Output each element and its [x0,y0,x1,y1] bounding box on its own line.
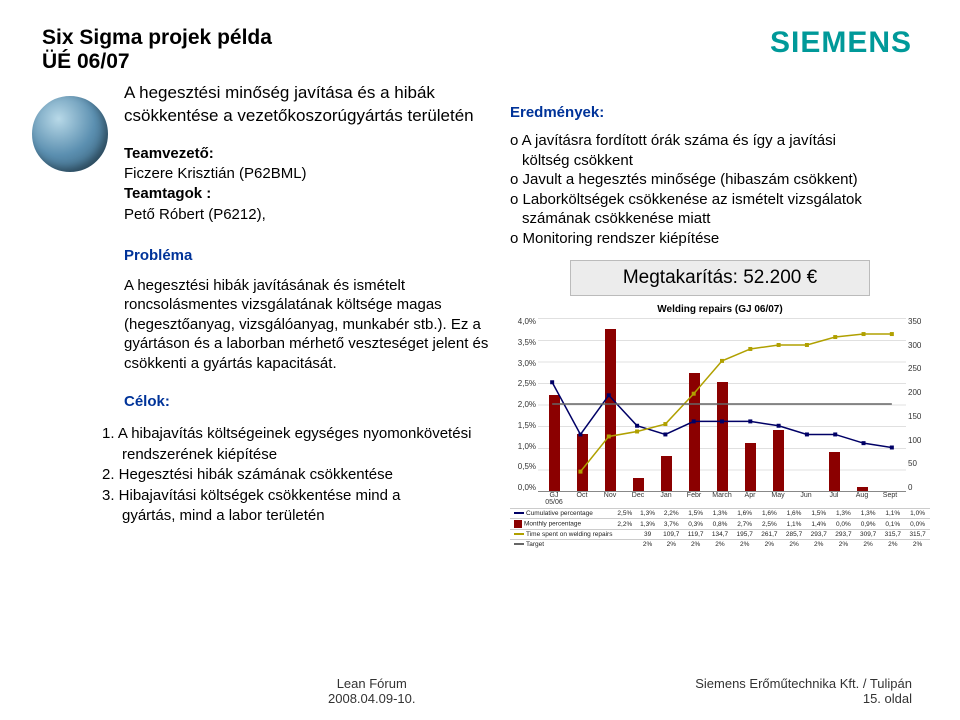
bar [577,434,588,491]
team-members-label: Teamtagok : [124,184,490,204]
bar-slot [736,317,764,491]
bar-slot [820,317,848,491]
bar-slot [596,317,624,491]
bar-slot [680,317,708,491]
bar [773,430,784,491]
result-1-l1: o A javításra fordított órák száma és íg… [510,131,940,151]
main-heading: A hegesztési minőség javítása és a hibák… [124,82,490,128]
welding-repairs-chart: Welding repairs (GJ 06/07) 4,0%3,5%3,0%2… [510,304,930,559]
result-2: o Javult a hegesztés minősége (hibaszám … [510,170,940,190]
team-leader: Ficzere Krisztián (P62BML) [124,164,490,184]
bar [857,487,868,491]
results-list: o A javításra fordított órák száma és íg… [510,131,940,248]
bar [661,456,672,491]
footer-event: Lean Fórum [328,676,415,691]
results-label: Eredmények: [510,104,940,121]
result-1-l2: költség csökkent [510,151,940,171]
bar [829,452,840,491]
goals-label: Célok: [124,393,490,410]
bar-slot [652,317,680,491]
team-members: Pető Róbert (P6212), [124,205,490,225]
bar-slot [876,317,904,491]
bar [717,382,728,491]
footer-right: Siemens Erőműtechnika Kft. / Tulipán 15.… [695,676,912,706]
page-title: Six Sigma projek példa [42,26,272,50]
goal-1-line1: 1. A hibajavítás költségeinek egységes n… [102,424,490,444]
goal-3-line1: 3. Hibajavítási költségek csökkentése mi… [102,486,490,506]
footer-company: Siemens Erőműtechnika Kft. / Tulipán [695,676,912,691]
problem-text: A hegesztési hibák javításának és isméte… [124,276,490,374]
chart-title: Welding repairs (GJ 06/07) [510,304,930,315]
result-4: o Monitoring rendszer kiépítése [510,229,940,249]
footer-date: 2008.04.09-10. [328,691,415,706]
result-3-l1: o Laborköltségek csökkenése az ismételt … [510,190,940,210]
x-axis-labels: GJ 05/06OctNovDecJanFebrMarchAprMayJunJu… [538,492,906,506]
bar-slot [708,317,736,491]
bar-slot [764,317,792,491]
bar-slot [540,317,568,491]
bar-slot [792,317,820,491]
goal-3-line2: gyártás, mind a labor területén [122,506,490,526]
bar [689,373,700,491]
bar [745,443,756,491]
result-3-l2: számának csökkenése miatt [510,209,940,229]
goal-2: 2. Hegesztési hibák számának csökkentése [102,465,490,485]
y-axis-left: 4,0%3,5%3,0%2,5%2,0%1,5%1,0%0,5%0,0% [510,317,538,492]
page-subtitle: ÜÉ 06/07 [42,50,272,74]
footer-left: Lean Fórum 2008.04.09-10. [328,676,415,706]
savings-box: Megtakarítás: 52.200 € [570,260,870,296]
chart-data-table: Cumulative percentage2,5%1,3%2,2%1,5%1,3… [510,508,930,549]
chart-plot-area [538,317,906,492]
bar [549,395,560,491]
bar-slot [848,317,876,491]
compass-image [30,94,110,174]
problem-label: Probléma [124,247,490,264]
y-axis-right: 350300250200150100500 [906,317,930,492]
team-leader-label: Teamvezető: [124,144,490,164]
bar-slot [624,317,652,491]
bar-slot [568,317,596,491]
bar [605,329,616,491]
footer-page: 15. oldal [695,691,912,706]
goal-1-line2: rendszerének kiépítése [122,445,490,465]
goals-list: 1. A hibajavítás költségeinek egységes n… [102,424,490,526]
bar [633,478,644,491]
siemens-logo: SIEMENS [770,26,912,60]
